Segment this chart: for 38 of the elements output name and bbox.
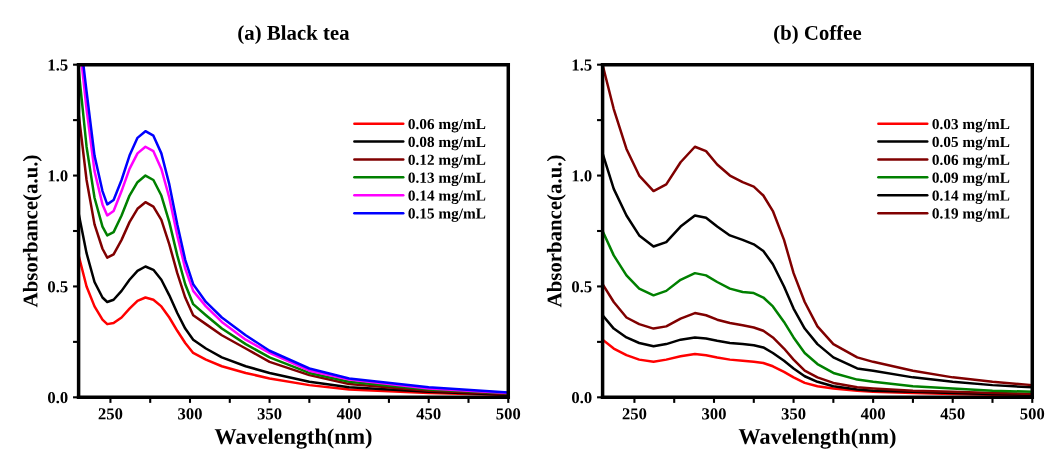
legend-label: 0.14 mg/mL	[932, 190, 1010, 204]
x-tick-label: 500	[1020, 408, 1045, 420]
legend-label: 0.19 mg/mL	[932, 208, 1010, 222]
y-tick-label: 1.0	[572, 170, 592, 182]
y-tick-label: 0.5	[47, 281, 68, 293]
x-axis-title: Wavelength(nm)	[738, 428, 896, 449]
legend-label: 0.08 mg/mL	[408, 136, 486, 151]
legend-label: 0.06 mg/mL	[932, 154, 1010, 169]
x-tick-label: 400	[860, 408, 885, 420]
chart-title: (a) Black tea	[238, 25, 350, 45]
x-tick-label: 450	[416, 408, 441, 420]
legend-label: 0.14 mg/mL	[408, 190, 486, 204]
y-tick-label: 1.5	[48, 59, 68, 71]
x-tick-label: 500	[496, 408, 521, 420]
y-tick-label: 0.5	[571, 281, 592, 293]
x-tick-label: 250	[98, 408, 123, 420]
x-tick-label: 450	[940, 408, 965, 420]
legend-label: 0.12 mg/mL	[408, 154, 486, 169]
legend-label: 0.06 mg/mL	[408, 118, 486, 133]
legend-label: 0.15 mg/mL	[408, 208, 486, 222]
legend-label: 0.09 mg/mL	[932, 172, 1010, 187]
legend-label: 0.03 mg/mL	[932, 118, 1010, 133]
x-tick-label: 300	[178, 408, 202, 420]
x-tick-label: 350	[781, 408, 806, 420]
legend-label: 0.05 mg/mL	[932, 136, 1010, 151]
y-axis-title: Absorbance(a.u.)	[546, 155, 566, 308]
legend-label: 0.13 mg/mL	[408, 172, 486, 187]
chart-title: (b) Coffee	[774, 25, 862, 45]
x-axis-title: Wavelength(nm)	[214, 428, 372, 449]
y-tick-label: 0.0	[47, 392, 68, 404]
x-tick-label: 250	[622, 408, 647, 420]
y-tick-label: 1.5	[572, 59, 592, 71]
y-axis-title: Absorbance(a.u.)	[22, 155, 42, 308]
x-tick-label: 400	[336, 408, 361, 420]
y-tick-label: 1.0	[48, 170, 68, 182]
x-tick-label: 300	[702, 408, 726, 420]
y-tick-label: 0.0	[571, 392, 592, 404]
x-tick-label: 350	[257, 408, 282, 420]
